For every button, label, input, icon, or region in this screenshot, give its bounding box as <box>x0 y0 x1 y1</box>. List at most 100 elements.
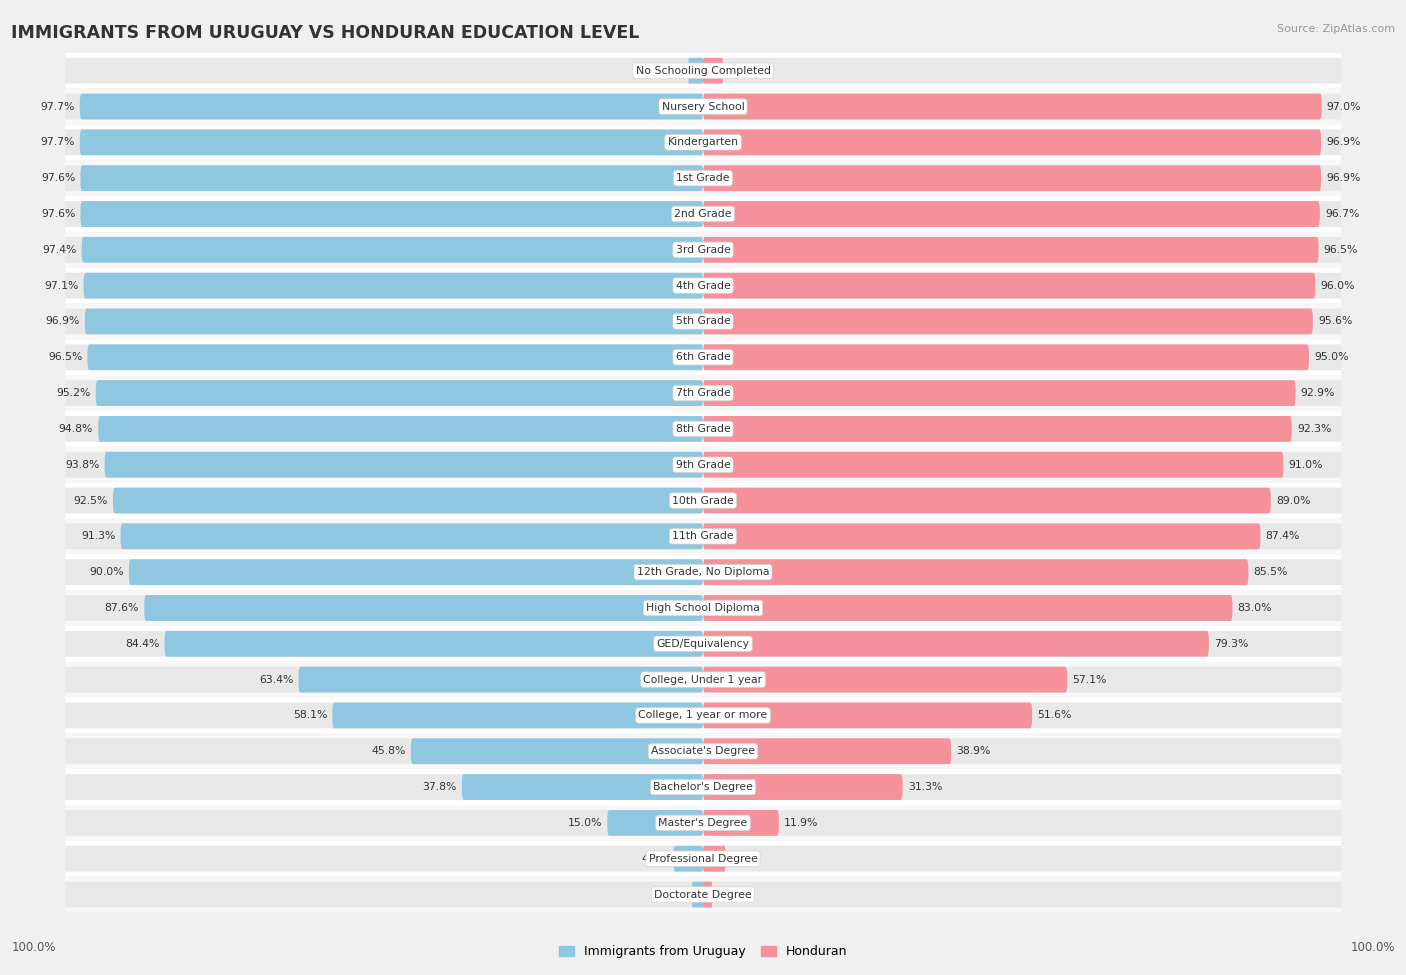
FancyBboxPatch shape <box>65 273 703 298</box>
Text: 3.1%: 3.1% <box>728 65 755 76</box>
FancyBboxPatch shape <box>703 344 1309 370</box>
FancyBboxPatch shape <box>703 845 1341 872</box>
FancyBboxPatch shape <box>703 595 1341 621</box>
FancyBboxPatch shape <box>65 166 703 191</box>
FancyBboxPatch shape <box>65 308 703 334</box>
FancyBboxPatch shape <box>703 667 1341 692</box>
Text: 1.4%: 1.4% <box>717 889 745 900</box>
FancyBboxPatch shape <box>65 451 703 478</box>
Text: 58.1%: 58.1% <box>292 711 328 721</box>
Text: 97.7%: 97.7% <box>41 137 75 147</box>
FancyBboxPatch shape <box>703 416 1292 442</box>
Text: Bachelor's Degree: Bachelor's Degree <box>652 782 754 792</box>
Text: 9th Grade: 9th Grade <box>676 460 730 470</box>
FancyBboxPatch shape <box>411 738 703 764</box>
Text: 45.8%: 45.8% <box>371 746 406 757</box>
Text: 5th Grade: 5th Grade <box>676 317 730 327</box>
FancyBboxPatch shape <box>703 380 1295 406</box>
Text: College, Under 1 year: College, Under 1 year <box>644 675 762 684</box>
Text: Master's Degree: Master's Degree <box>658 818 748 828</box>
Text: 8th Grade: 8th Grade <box>676 424 730 434</box>
Text: 38.9%: 38.9% <box>956 746 991 757</box>
FancyBboxPatch shape <box>703 488 1271 514</box>
Text: 57.1%: 57.1% <box>1073 675 1107 684</box>
FancyBboxPatch shape <box>65 58 703 84</box>
FancyBboxPatch shape <box>703 560 1341 585</box>
FancyBboxPatch shape <box>65 483 1341 519</box>
Text: 96.7%: 96.7% <box>1324 209 1360 219</box>
Text: 15.0%: 15.0% <box>568 818 602 828</box>
FancyBboxPatch shape <box>65 303 1341 339</box>
FancyBboxPatch shape <box>703 308 1313 334</box>
FancyBboxPatch shape <box>703 166 1322 191</box>
FancyBboxPatch shape <box>703 810 779 836</box>
Text: Source: ZipAtlas.com: Source: ZipAtlas.com <box>1277 24 1395 34</box>
Text: 97.0%: 97.0% <box>1327 101 1361 111</box>
Text: 97.1%: 97.1% <box>44 281 79 291</box>
FancyBboxPatch shape <box>703 58 723 84</box>
FancyBboxPatch shape <box>703 845 725 872</box>
FancyBboxPatch shape <box>65 94 703 120</box>
Text: 11th Grade: 11th Grade <box>672 531 734 541</box>
FancyBboxPatch shape <box>607 810 703 836</box>
FancyBboxPatch shape <box>703 667 1067 692</box>
FancyBboxPatch shape <box>65 810 703 836</box>
Text: 96.5%: 96.5% <box>1323 245 1358 254</box>
Text: 97.7%: 97.7% <box>41 101 75 111</box>
Text: 94.8%: 94.8% <box>59 424 93 434</box>
Text: 93.8%: 93.8% <box>65 460 100 470</box>
FancyBboxPatch shape <box>703 738 950 764</box>
FancyBboxPatch shape <box>121 524 703 549</box>
Text: High School Diploma: High School Diploma <box>647 603 759 613</box>
FancyBboxPatch shape <box>703 94 1322 120</box>
FancyBboxPatch shape <box>703 881 711 908</box>
Text: 1.7%: 1.7% <box>659 889 688 900</box>
FancyBboxPatch shape <box>65 697 1341 733</box>
FancyBboxPatch shape <box>332 703 703 728</box>
Text: Associate's Degree: Associate's Degree <box>651 746 755 757</box>
FancyBboxPatch shape <box>145 595 703 621</box>
Text: 96.9%: 96.9% <box>1326 137 1361 147</box>
FancyBboxPatch shape <box>65 53 1341 89</box>
FancyBboxPatch shape <box>98 416 703 442</box>
Text: 3.5%: 3.5% <box>731 854 758 864</box>
Text: 1st Grade: 1st Grade <box>676 174 730 183</box>
FancyBboxPatch shape <box>65 595 703 621</box>
FancyBboxPatch shape <box>80 201 703 227</box>
FancyBboxPatch shape <box>65 89 1341 125</box>
Text: 92.3%: 92.3% <box>1296 424 1331 434</box>
FancyBboxPatch shape <box>703 451 1341 478</box>
FancyBboxPatch shape <box>65 380 703 406</box>
Text: Kindergarten: Kindergarten <box>668 137 738 147</box>
FancyBboxPatch shape <box>703 774 903 800</box>
FancyBboxPatch shape <box>65 268 1341 303</box>
Text: 11.9%: 11.9% <box>785 818 818 828</box>
FancyBboxPatch shape <box>703 524 1341 549</box>
FancyBboxPatch shape <box>65 201 703 227</box>
Text: 91.0%: 91.0% <box>1288 460 1323 470</box>
FancyBboxPatch shape <box>65 662 1341 697</box>
FancyBboxPatch shape <box>65 805 1341 840</box>
FancyBboxPatch shape <box>65 590 1341 626</box>
FancyBboxPatch shape <box>673 845 703 872</box>
Text: 91.3%: 91.3% <box>82 531 115 541</box>
FancyBboxPatch shape <box>65 774 703 800</box>
FancyBboxPatch shape <box>703 595 1233 621</box>
FancyBboxPatch shape <box>65 877 1341 913</box>
FancyBboxPatch shape <box>65 560 703 585</box>
FancyBboxPatch shape <box>65 881 703 908</box>
Text: 12th Grade, No Diploma: 12th Grade, No Diploma <box>637 567 769 577</box>
FancyBboxPatch shape <box>129 560 703 585</box>
Text: Professional Degree: Professional Degree <box>648 854 758 864</box>
Text: College, 1 year or more: College, 1 year or more <box>638 711 768 721</box>
Text: 97.6%: 97.6% <box>41 174 76 183</box>
FancyBboxPatch shape <box>65 667 703 692</box>
FancyBboxPatch shape <box>83 273 703 298</box>
Text: 97.4%: 97.4% <box>42 245 76 254</box>
Text: 84.4%: 84.4% <box>125 639 159 648</box>
FancyBboxPatch shape <box>65 626 1341 662</box>
Text: 10th Grade: 10th Grade <box>672 495 734 505</box>
FancyBboxPatch shape <box>65 447 1341 483</box>
Text: 89.0%: 89.0% <box>1275 495 1310 505</box>
FancyBboxPatch shape <box>703 631 1341 657</box>
